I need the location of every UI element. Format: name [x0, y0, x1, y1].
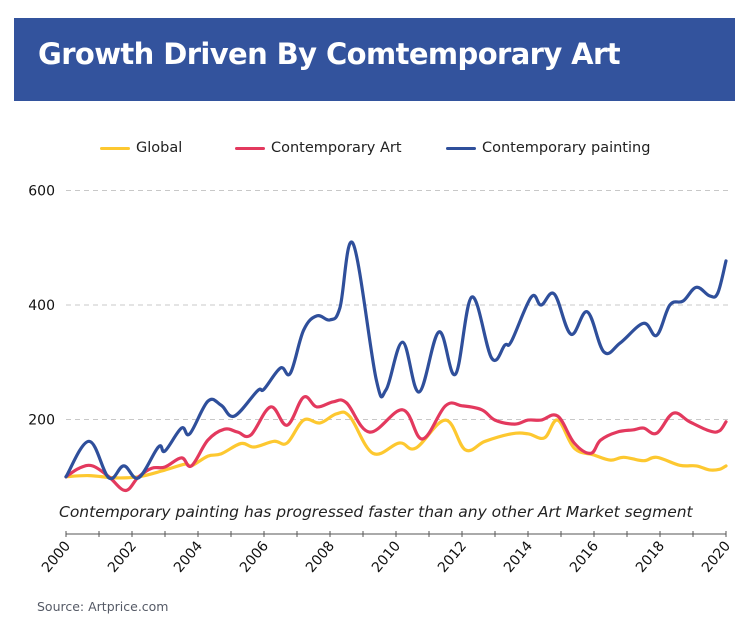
gridlines	[66, 190, 728, 420]
chart-title: Growth Driven By Comtemporary Art	[38, 37, 621, 71]
legend-swatch-global	[100, 146, 130, 150]
series-lines	[64, 240, 728, 493]
source-note: Source: Artprice.com	[37, 599, 169, 614]
legend-label-contemporary-painting: Contemporary painting	[482, 140, 651, 156]
legend-label-contemporary-art: Contemporary Art	[271, 140, 402, 156]
x-axis: 2000 2002 2004 2006 2008 2010 2012 2014 2016 2018…	[39, 531, 734, 576]
series-line-contemporary-art	[64, 395, 728, 493]
x-tick-label-2010: 2010	[369, 538, 404, 576]
x-tick-label-2016: 2016	[567, 538, 602, 576]
legend: Global Contemporary Art Contemporary pai…	[0, 140, 750, 162]
title-bar: Growth Driven By Comtemporary Art	[14, 18, 735, 101]
y-tick-label-400: 400	[28, 298, 55, 314]
x-tick-label-2006: 2006	[237, 538, 272, 576]
x-tick-label-2000: 2000	[39, 538, 74, 576]
chart-annotation: Contemporary painting has progressed fas…	[59, 503, 694, 521]
x-tick-label-2008: 2008	[303, 538, 338, 576]
x-tick-label-2012: 2012	[435, 538, 470, 576]
x-tick-label-2020: 2020	[699, 538, 734, 576]
x-tick-label-2014: 2014	[501, 538, 536, 576]
legend-item-contemporary-art: Contemporary Art	[235, 140, 402, 156]
y-axis-tick-labels: 200 400 600	[28, 184, 55, 429]
legend-label-global: Global	[136, 140, 183, 156]
x-tick-label-2002: 2002	[105, 538, 140, 576]
y-tick-label-200: 200	[28, 413, 55, 429]
legend-item-global: Global	[100, 140, 182, 156]
x-tick-label-2018: 2018	[633, 538, 668, 576]
legend-swatch-contemporary-painting	[446, 146, 476, 150]
legend-swatch-contemporary-art	[235, 146, 265, 150]
x-tick-label-2004: 2004	[171, 538, 206, 576]
y-tick-label-600: 600	[28, 184, 55, 200]
legend-item-contemporary-painting: Contemporary painting	[446, 140, 650, 156]
series-line-contemporary-painting	[64, 240, 728, 481]
